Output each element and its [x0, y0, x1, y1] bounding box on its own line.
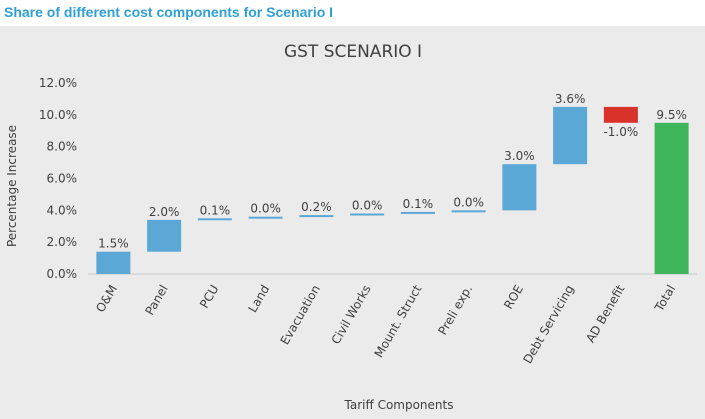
- x-tick-label: Panel: [142, 283, 170, 318]
- x-tick-label: O&M: [93, 283, 120, 315]
- bar-increase: [299, 215, 334, 218]
- bar-increase: [248, 216, 283, 219]
- y-axis-label: Percentage Increase: [5, 125, 19, 247]
- data-label: 0.1%: [403, 197, 434, 211]
- bar-group: 1.5% 2.0% 0.1% 0.0% 0.2% 0.0% 0.1% 0.0% 3.0% 3.6%…: [96, 92, 689, 275]
- bar-increase: [451, 210, 486, 213]
- data-label: 3.6%: [555, 92, 586, 106]
- bar-increase: [350, 213, 385, 216]
- x-tick-label: Mount. Struct: [372, 282, 425, 360]
- y-tick-label: 4.0%: [47, 203, 78, 217]
- x-tick-label: Preli exp.: [435, 283, 475, 338]
- bar-increase: [553, 106, 588, 165]
- y-tick-label: 12.0%: [39, 76, 77, 90]
- x-tick-label: Debt Servicing: [520, 283, 576, 366]
- x-tick-label: ROE: [501, 283, 526, 312]
- bar-increase: [147, 219, 182, 252]
- bar-decrease: [603, 106, 638, 123]
- y-tick-label: 6.0%: [47, 172, 78, 186]
- y-tick-label: 2.0%: [47, 235, 78, 249]
- x-tick-label: Total: [652, 283, 679, 315]
- chart-panel: GST SCENARIO I 0.0% 2.0% 4.0% 6.0% 8.0% 10.0%…: [0, 26, 705, 419]
- x-tick-label: Evacuation: [278, 283, 323, 348]
- y-tick-label: 0.0%: [47, 267, 78, 281]
- y-axis: 0.0% 2.0% 4.0% 6.0% 8.0% 10.0% 12.0%: [39, 76, 77, 281]
- x-tick-label: PCU: [197, 283, 221, 311]
- x-tick-label: AD Benefit: [583, 282, 627, 345]
- bar-increase: [197, 218, 232, 221]
- y-tick-label: 8.0%: [47, 140, 78, 154]
- x-tick-label: Civil Works: [329, 283, 374, 347]
- data-label: 2.0%: [149, 205, 180, 219]
- y-tick-label: 10.0%: [39, 108, 77, 122]
- waterfall-chart: GST SCENARIO I 0.0% 2.0% 4.0% 6.0% 8.0% 10.0%…: [5, 42, 697, 412]
- bar-total: [654, 122, 689, 275]
- x-axis-label: Tariff Components: [344, 398, 454, 412]
- chart-title: GST SCENARIO I: [284, 42, 422, 62]
- bar-increase: [400, 211, 435, 214]
- data-label: 0.1%: [200, 203, 231, 217]
- page-heading: Share of different cost components for S…: [4, 4, 334, 20]
- data-label: 0.0%: [250, 202, 281, 216]
- data-label: 1.5%: [98, 237, 129, 251]
- data-label: 3.0%: [504, 149, 535, 163]
- data-label: 0.0%: [352, 199, 383, 213]
- data-label: 9.5%: [656, 108, 687, 122]
- data-label: 0.0%: [453, 195, 484, 209]
- data-label: -1.0%: [603, 125, 638, 139]
- x-tick-label: Land: [245, 283, 272, 315]
- data-label: 0.2%: [301, 200, 332, 214]
- bar-increase: [96, 251, 131, 274]
- x-tick-labels: O&M Panel PCU Land Evacuation Civil WorksMoun…: [93, 282, 678, 366]
- bar-increase: [502, 164, 537, 211]
